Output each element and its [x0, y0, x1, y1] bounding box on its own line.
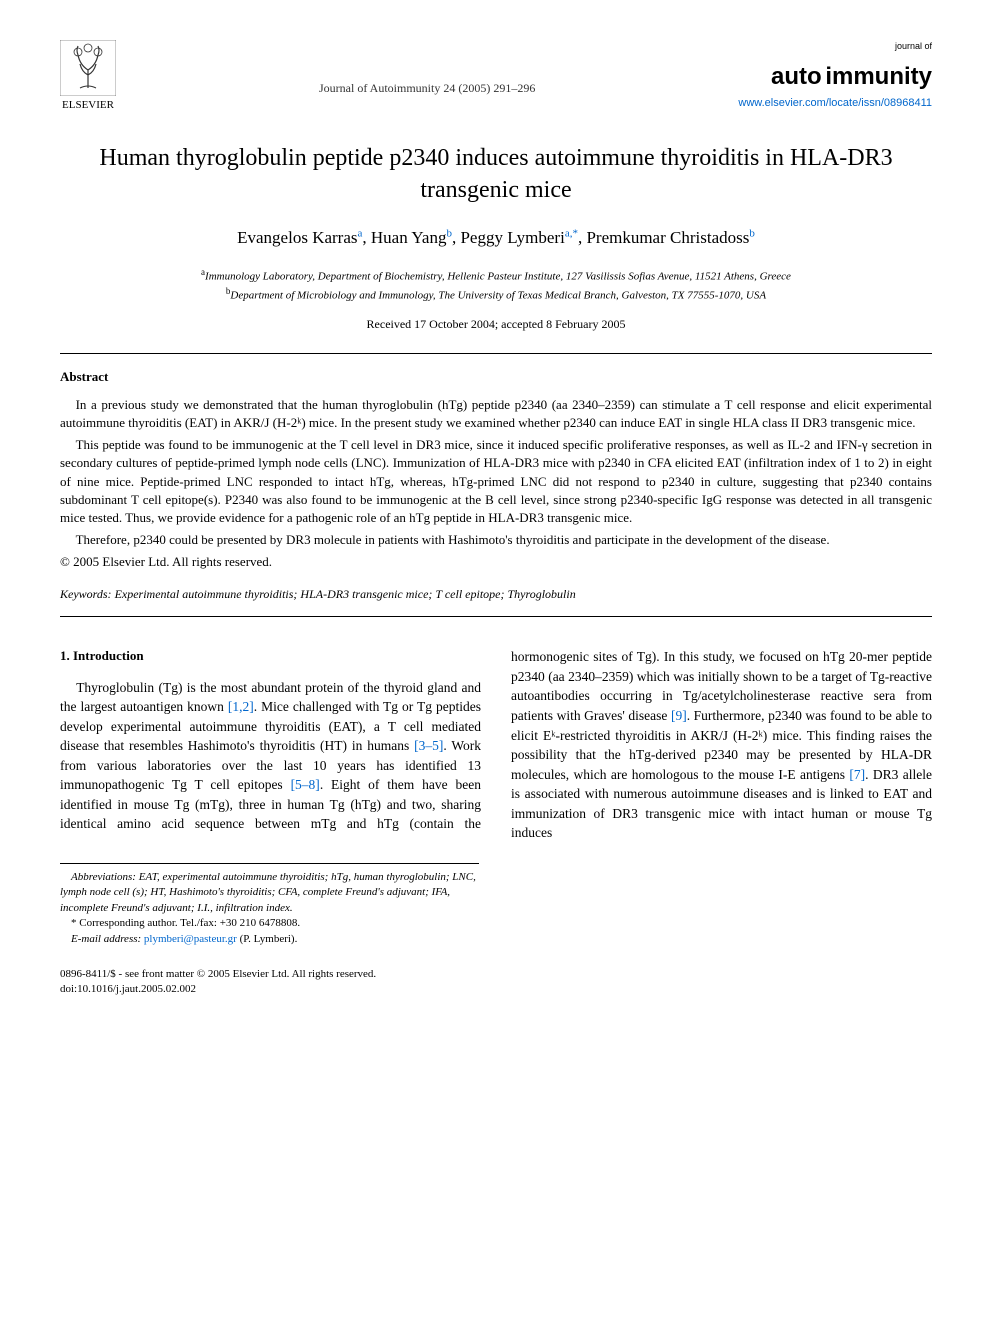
abstract-para-2: This peptide was found to be immunogenic… — [60, 436, 932, 527]
affiliation-b: Department of Microbiology and Immunolog… — [230, 289, 766, 301]
journal-logo-line1: auto — [771, 63, 822, 90]
journal-reference: Journal of Autoimmunity 24 (2005) 291–29… — [116, 40, 738, 97]
intro-body: Thyroglobulin (Tg) is the most abundant … — [60, 647, 932, 843]
email-suffix: (P. Lymberi). — [240, 933, 298, 945]
abstract-heading: Abstract — [60, 368, 932, 386]
footer-doi: doi:10.1016/j.jaut.2005.02.002 — [60, 982, 376, 997]
journal-logo-super: journal of — [895, 41, 932, 51]
abstract-para-3: Therefore, p2340 could be presented by D… — [60, 531, 932, 549]
abstract-section: Abstract In a previous study we demonstr… — [60, 368, 932, 572]
footnotes: Abbreviations: EAT, experimental autoimm… — [60, 863, 479, 947]
article-dates: Received 17 October 2004; accepted 8 Feb… — [60, 316, 932, 333]
abbreviations-note: Abbreviations: EAT, experimental autoimm… — [60, 870, 479, 916]
footer-copyright: 0896-8411/$ - see front matter © 2005 El… — [60, 967, 376, 982]
abstract-copyright: © 2005 Elsevier Ltd. All rights reserved… — [60, 553, 932, 571]
article-title: Human thyroglobulin peptide p2340 induce… — [60, 143, 932, 205]
divider-bottom — [60, 616, 932, 617]
journal-logo: journal of auto immunity www.elsevier.co… — [738, 40, 932, 112]
keywords-label: Keywords: — [60, 587, 112, 601]
elsevier-tree-icon — [60, 40, 116, 96]
keywords-text: Experimental autoimmune thyroiditis; HLA… — [115, 587, 576, 601]
page-footer: 0896-8411/$ - see front matter © 2005 El… — [60, 967, 932, 998]
corresponding-author-note: * Corresponding author. Tel./fax: +30 21… — [60, 916, 479, 931]
keywords-line: Keywords: Experimental autoimmune thyroi… — [60, 586, 932, 603]
affiliations: aImmunology Laboratory, Department of Bi… — [60, 266, 932, 304]
abstract-para-1: In a previous study we demonstrated that… — [60, 396, 932, 432]
affiliation-a: Immunology Laboratory, Department of Bio… — [205, 270, 791, 282]
email-label: E-mail address: — [71, 933, 141, 945]
publisher-name: ELSEVIER — [62, 98, 114, 113]
journal-logo-line2: immunity — [825, 63, 932, 90]
introduction-section: 1. Introduction Thyroglobulin (Tg) is th… — [60, 647, 932, 843]
authors-list: Evangelos Karrasa, Huan Yangb, Peggy Lym… — [60, 226, 932, 250]
email-link[interactable]: plymberi@pasteur.gr — [144, 933, 237, 945]
divider-top — [60, 353, 932, 354]
page-header: ELSEVIER Journal of Autoimmunity 24 (200… — [60, 40, 932, 113]
intro-heading: 1. Introduction — [60, 647, 481, 665]
email-note: E-mail address: plymberi@pasteur.gr (P. … — [60, 932, 479, 947]
journal-url-link[interactable]: www.elsevier.com/locate/issn/08968411 — [738, 97, 932, 109]
publisher-logo: ELSEVIER — [60, 40, 116, 113]
